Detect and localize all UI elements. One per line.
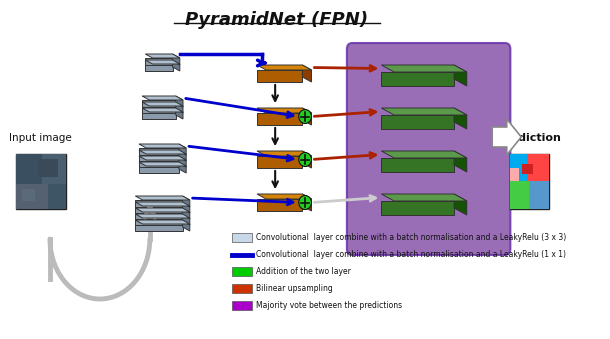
Polygon shape bbox=[381, 65, 467, 72]
Polygon shape bbox=[454, 108, 467, 129]
Polygon shape bbox=[139, 156, 186, 160]
Polygon shape bbox=[257, 108, 312, 113]
Bar bbox=[16, 184, 48, 209]
Polygon shape bbox=[142, 108, 183, 112]
Bar bbox=[528, 181, 550, 209]
Polygon shape bbox=[142, 106, 176, 113]
Bar bbox=[16, 154, 66, 209]
Polygon shape bbox=[139, 148, 179, 155]
Polygon shape bbox=[303, 151, 312, 168]
Polygon shape bbox=[176, 102, 183, 113]
Polygon shape bbox=[257, 113, 303, 125]
Polygon shape bbox=[182, 196, 190, 207]
Polygon shape bbox=[454, 194, 467, 215]
Text: Convolutional  layer combine with a batch normalisation and a LeakyRelu (1 x 1): Convolutional layer combine with a batch… bbox=[256, 250, 566, 259]
Polygon shape bbox=[176, 96, 183, 107]
Polygon shape bbox=[303, 108, 312, 125]
Text: Convolutional  layer combine with a batch normalisation and a LeakyRelu (3 x 3): Convolutional layer combine with a batch… bbox=[256, 233, 566, 242]
Bar bbox=[48, 184, 66, 209]
Polygon shape bbox=[142, 100, 176, 107]
Polygon shape bbox=[257, 70, 303, 82]
Polygon shape bbox=[381, 158, 454, 172]
Bar bbox=[232, 284, 251, 293]
Text: Addition of the two layer: Addition of the two layer bbox=[256, 267, 351, 276]
Text: Prediction: Prediction bbox=[498, 133, 561, 143]
Polygon shape bbox=[173, 54, 180, 65]
Text: Input image: Input image bbox=[10, 133, 72, 143]
Polygon shape bbox=[381, 194, 467, 201]
Polygon shape bbox=[182, 214, 190, 225]
Polygon shape bbox=[135, 214, 190, 218]
Text: Majority vote between the predictions: Majority vote between the predictions bbox=[256, 301, 402, 310]
Polygon shape bbox=[139, 160, 179, 167]
Circle shape bbox=[299, 109, 312, 123]
Bar bbox=[511, 154, 526, 181]
Polygon shape bbox=[303, 194, 312, 211]
Polygon shape bbox=[454, 151, 467, 172]
Text: Bilinear upsampling: Bilinear upsampling bbox=[256, 284, 333, 293]
Polygon shape bbox=[145, 60, 180, 64]
Circle shape bbox=[299, 153, 312, 166]
Polygon shape bbox=[381, 151, 467, 158]
Polygon shape bbox=[176, 108, 183, 119]
Polygon shape bbox=[257, 199, 303, 211]
Polygon shape bbox=[139, 150, 186, 154]
Polygon shape bbox=[179, 150, 186, 161]
Bar bbox=[16, 154, 41, 184]
Bar bbox=[41, 154, 66, 184]
Polygon shape bbox=[135, 200, 182, 207]
Bar bbox=[511, 181, 528, 209]
Polygon shape bbox=[139, 144, 186, 148]
Polygon shape bbox=[179, 156, 186, 167]
Polygon shape bbox=[381, 115, 454, 129]
Polygon shape bbox=[182, 220, 190, 231]
Polygon shape bbox=[139, 162, 186, 166]
Polygon shape bbox=[135, 224, 182, 231]
Bar bbox=[511, 168, 520, 181]
Bar bbox=[232, 233, 251, 242]
Polygon shape bbox=[135, 202, 190, 206]
Polygon shape bbox=[182, 202, 190, 213]
Polygon shape bbox=[257, 151, 312, 156]
Polygon shape bbox=[182, 208, 190, 219]
Bar bbox=[522, 164, 533, 174]
Polygon shape bbox=[381, 201, 454, 215]
Polygon shape bbox=[145, 64, 173, 71]
Polygon shape bbox=[257, 65, 312, 70]
Text: PyramidNet (FPN): PyramidNet (FPN) bbox=[185, 11, 368, 29]
Polygon shape bbox=[492, 119, 522, 155]
Polygon shape bbox=[173, 60, 180, 71]
Polygon shape bbox=[135, 220, 190, 224]
Bar bbox=[511, 154, 550, 209]
Polygon shape bbox=[145, 54, 180, 58]
Polygon shape bbox=[381, 108, 467, 115]
Bar bbox=[22, 189, 35, 201]
Bar bbox=[526, 154, 550, 181]
FancyBboxPatch shape bbox=[347, 43, 511, 255]
Polygon shape bbox=[135, 206, 182, 213]
Polygon shape bbox=[454, 65, 467, 86]
Polygon shape bbox=[179, 162, 186, 173]
Circle shape bbox=[299, 196, 312, 210]
Polygon shape bbox=[257, 156, 303, 168]
Polygon shape bbox=[142, 96, 183, 100]
Polygon shape bbox=[139, 154, 179, 161]
Bar bbox=[38, 159, 58, 177]
Polygon shape bbox=[303, 65, 312, 82]
Polygon shape bbox=[135, 218, 182, 225]
Polygon shape bbox=[257, 194, 312, 199]
Bar bbox=[232, 267, 251, 276]
Polygon shape bbox=[145, 58, 173, 65]
Polygon shape bbox=[381, 72, 454, 86]
Polygon shape bbox=[142, 112, 176, 119]
Polygon shape bbox=[142, 102, 183, 106]
Polygon shape bbox=[179, 144, 186, 155]
Polygon shape bbox=[135, 208, 190, 212]
Bar bbox=[232, 301, 251, 310]
Polygon shape bbox=[135, 196, 190, 200]
Polygon shape bbox=[135, 212, 182, 219]
Polygon shape bbox=[139, 166, 179, 173]
